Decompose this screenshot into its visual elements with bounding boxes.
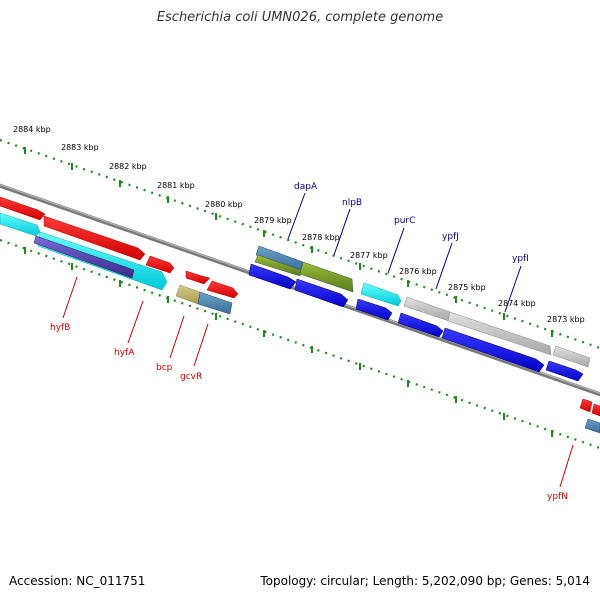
gene-arrow-blue[interactable] bbox=[545, 360, 584, 382]
kbp-mark: 2876 kbp bbox=[399, 267, 437, 387]
gene-arrow-blue[interactable] bbox=[441, 327, 545, 373]
kbp-label: 2875 kbp bbox=[448, 283, 486, 292]
gene-feature-steel[interactable] bbox=[197, 291, 233, 315]
gene-name: nlpB bbox=[342, 198, 362, 208]
gene-arrow-red[interactable] bbox=[43, 215, 146, 261]
kbp-label: 2878 kbp bbox=[302, 233, 340, 242]
gene-arrow-red[interactable] bbox=[145, 255, 175, 274]
gene-name: ypfN bbox=[547, 492, 568, 502]
gene-label-ypfN[interactable]: ypfN bbox=[547, 444, 574, 502]
kbp-mark: 2873 kbp bbox=[547, 315, 585, 437]
gene-label-bcp[interactable]: bcp bbox=[156, 315, 185, 373]
kbp-mark: 2881 kbp bbox=[157, 181, 195, 303]
gene-arrow-blue[interactable] bbox=[294, 278, 349, 308]
gene-label-nlpB[interactable]: nlpB bbox=[333, 198, 362, 256]
gene-name: hyfB bbox=[50, 323, 70, 333]
kbp-label: 2874 kbp bbox=[498, 299, 536, 308]
gene-name: gcvR bbox=[180, 372, 202, 382]
gene-arrow-red[interactable] bbox=[579, 398, 593, 413]
kbp-mark: 2880 kbp bbox=[205, 200, 243, 320]
ruler-outer bbox=[0, 138, 600, 350]
gene-feature-khaki[interactable] bbox=[175, 284, 201, 305]
gene-label-hyfB[interactable]: hyfB bbox=[50, 276, 78, 333]
kbp-label: 2881 kbp bbox=[157, 181, 195, 190]
gene-feature-gray[interactable] bbox=[447, 311, 552, 356]
gene-arrow-cyan[interactable] bbox=[360, 282, 402, 307]
gene-arrow-red[interactable] bbox=[185, 270, 211, 285]
kbp-label: 2877 kbp bbox=[350, 251, 388, 260]
gene-arrow-red[interactable] bbox=[591, 403, 600, 417]
ruler-inner bbox=[0, 238, 600, 450]
kbp-label: 2873 kbp bbox=[547, 315, 585, 324]
kbp-mark: 2875 kbp bbox=[448, 283, 486, 403]
gene-feature-olive[interactable] bbox=[254, 254, 302, 277]
gene-feature-gray[interactable] bbox=[552, 345, 591, 368]
kbp-mark: 2877 kbp bbox=[350, 251, 388, 370]
gene-arrow-cyan[interactable] bbox=[0, 212, 41, 237]
kbp-mark: 2883 kbp bbox=[61, 143, 99, 270]
gene-arrow-red[interactable] bbox=[206, 280, 239, 299]
gene-arrow-blue[interactable] bbox=[355, 298, 393, 321]
map-title: Escherichia coli UMN026, complete genome bbox=[156, 10, 444, 25]
bottom-gene-labels: hyfB hyfA bcp gcvR ypfN bbox=[50, 276, 574, 502]
gene-features bbox=[0, 196, 600, 434]
kbp-mark: 2879 kbp bbox=[254, 216, 292, 337]
gene-name: dapA bbox=[294, 182, 318, 192]
gene-arrow-red[interactable] bbox=[0, 196, 46, 221]
kbp-label: 2879 kbp bbox=[254, 216, 292, 225]
gene-feature-olive[interactable] bbox=[299, 261, 354, 293]
gene-name: bcp bbox=[156, 363, 173, 373]
gene-label-hyfA[interactable]: hyfA bbox=[114, 300, 144, 358]
gene-arrow-blue[interactable] bbox=[248, 263, 297, 290]
kbp-label: 2883 kbp bbox=[61, 143, 99, 152]
gene-name: hyfA bbox=[114, 348, 135, 358]
accession-text: Accession: NC_011751 bbox=[9, 574, 146, 588]
gene-label-purC[interactable]: purC bbox=[387, 216, 415, 274]
gene-label-dapA[interactable]: dapA bbox=[287, 182, 318, 240]
kbp-scale: 2884 kbp 2883 kbp 2882 kbp 2881 kbp 2880… bbox=[13, 125, 585, 437]
gene-name: ypfI bbox=[512, 254, 529, 264]
kbp-label: 2884 kbp bbox=[13, 125, 51, 134]
gene-arrow-blue[interactable] bbox=[397, 312, 444, 338]
kbp-label: 2882 kbp bbox=[109, 162, 147, 171]
gene-name: purC bbox=[394, 216, 415, 226]
gene-feature-steel[interactable] bbox=[584, 418, 600, 434]
top-gene-labels: dapA nlpB purC ypfJ ypfI bbox=[287, 182, 529, 313]
kbp-mark: 2884 kbp bbox=[13, 125, 51, 254]
kbp-mark: 2878 kbp bbox=[302, 233, 340, 353]
gene-label-ypfJ[interactable]: ypfJ bbox=[435, 232, 459, 290]
kbp-mark: 2882 kbp bbox=[109, 162, 147, 287]
gene-label-gcvR[interactable]: gcvR bbox=[180, 323, 209, 382]
kbp-label: 2880 kbp bbox=[205, 200, 243, 209]
gene-name: ypfJ bbox=[442, 232, 459, 242]
gene-feature-purple[interactable] bbox=[33, 235, 135, 279]
kbp-mark: 2874 kbp bbox=[498, 299, 536, 420]
gene-label-ypfI[interactable]: ypfI bbox=[504, 254, 529, 313]
genome-summary-text: Topology: circular; Length: 5,202,090 bp… bbox=[260, 574, 590, 588]
kbp-label: 2876 kbp bbox=[399, 267, 437, 276]
